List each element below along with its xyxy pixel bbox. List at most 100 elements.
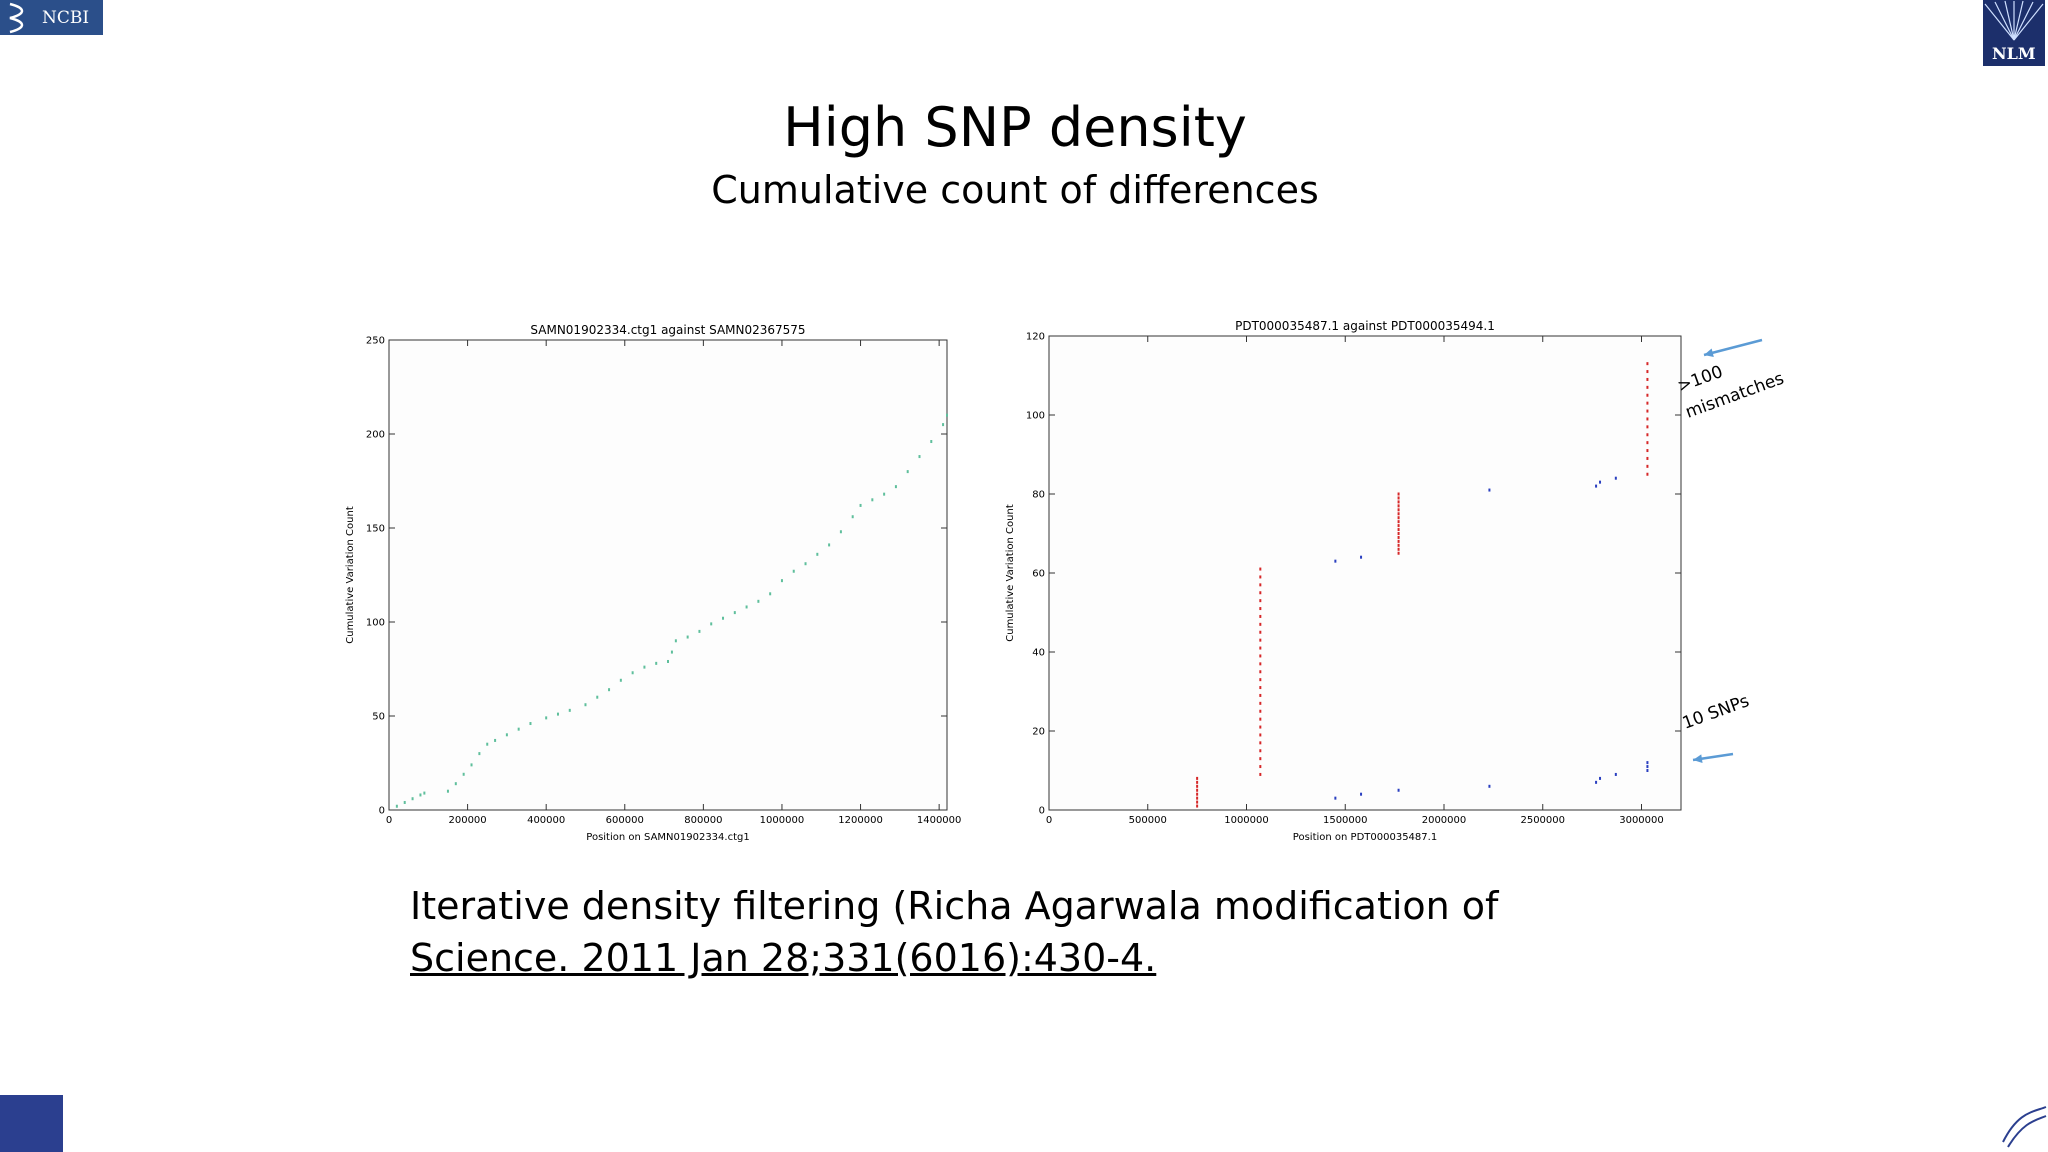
y-axis-label: Cumulative Variation Count <box>345 506 356 644</box>
point <box>1397 535 1400 539</box>
point <box>1646 417 1649 421</box>
point <box>1259 567 1262 571</box>
point <box>1397 496 1400 500</box>
point <box>1360 792 1363 796</box>
point <box>1259 701 1262 705</box>
point <box>1614 772 1617 776</box>
point <box>419 793 422 797</box>
point <box>1397 500 1400 504</box>
point <box>930 440 933 444</box>
point <box>486 742 489 746</box>
plot-frame <box>1048 335 1682 811</box>
point <box>1397 512 1400 516</box>
point <box>1397 492 1400 496</box>
point <box>1488 488 1491 492</box>
annotation: >100 <box>1675 362 1726 397</box>
point <box>568 708 571 712</box>
point <box>1397 551 1400 555</box>
point <box>1259 575 1262 579</box>
point <box>1259 772 1262 776</box>
x-tick-label: 3000000 <box>1619 815 1664 826</box>
point <box>1646 385 1649 389</box>
point <box>918 455 921 459</box>
point <box>1196 776 1199 780</box>
point <box>722 616 725 620</box>
arrow-shaft <box>1692 752 1734 762</box>
x-tick-label: 2500000 <box>1520 815 1565 826</box>
point <box>828 543 831 547</box>
x-tick-label: 500000 <box>1129 815 1167 826</box>
point <box>1397 547 1400 551</box>
point <box>710 622 713 626</box>
point <box>1488 784 1491 788</box>
x-tick-label: 1000000 <box>760 815 805 826</box>
point <box>1196 792 1199 796</box>
point <box>871 498 874 502</box>
point <box>1259 670 1262 674</box>
point <box>1259 630 1262 634</box>
point <box>631 671 634 675</box>
x-tick-label: 2000000 <box>1422 815 1467 826</box>
y-tick-label: 100 <box>1026 411 1045 422</box>
point <box>1397 543 1400 547</box>
point <box>1397 524 1400 528</box>
point <box>816 552 819 556</box>
annotation: 10 SNPs <box>1680 691 1752 734</box>
point <box>946 413 948 417</box>
x-tick-label: 1000000 <box>1224 815 1269 826</box>
plot-frame <box>388 339 948 811</box>
point <box>608 688 611 692</box>
x-tick-label: 1200000 <box>838 815 883 826</box>
chart-title: PDT000035487.1 against PDT000035494.1 <box>1235 319 1495 333</box>
nlm-logo-text: NLM <box>1992 44 2036 63</box>
y-tick-label: 100 <box>366 618 385 629</box>
point <box>1196 796 1199 800</box>
point <box>1259 638 1262 642</box>
point <box>1646 456 1649 460</box>
y-tick-label: 0 <box>379 806 385 817</box>
point <box>478 752 481 756</box>
point <box>1196 804 1199 808</box>
point <box>584 703 587 707</box>
nlm-rays <box>1984 0 2044 41</box>
point <box>733 611 736 615</box>
ncbi-logo-text: NCBI <box>42 8 90 28</box>
point <box>423 791 426 795</box>
point <box>1259 583 1262 587</box>
y-axis-label: Cumulative Variation Count <box>1005 504 1016 642</box>
point <box>1259 757 1262 761</box>
point <box>529 722 532 726</box>
point <box>596 695 599 699</box>
point <box>757 599 760 603</box>
x-tick-label: 0 <box>1046 815 1052 826</box>
point <box>1646 472 1649 476</box>
point <box>655 661 658 665</box>
x-tick-label: 1500000 <box>1323 815 1368 826</box>
point <box>1259 599 1262 603</box>
point <box>1397 520 1400 524</box>
point <box>1259 646 1262 650</box>
point <box>894 485 897 489</box>
point <box>1259 622 1262 626</box>
point <box>1360 555 1363 559</box>
y-tick-label: 200 <box>366 430 385 441</box>
x-tick-label: 400000 <box>527 815 565 826</box>
point <box>1646 765 1649 769</box>
x-tick-label: 1400000 <box>917 815 962 826</box>
point <box>1646 425 1649 429</box>
point <box>942 423 945 427</box>
y-tick-label: 250 <box>366 336 385 347</box>
point <box>1196 788 1199 792</box>
point <box>1646 393 1649 397</box>
citation-link[interactable]: Science. 2011 Jan 28;331(6016):430-4. <box>410 936 1157 980</box>
point <box>470 763 473 767</box>
slide-title: High SNP density <box>783 96 1247 159</box>
point <box>686 635 689 639</box>
point <box>446 789 449 793</box>
point <box>1259 678 1262 682</box>
point <box>462 772 465 776</box>
point <box>1259 686 1262 690</box>
point <box>1646 362 1649 366</box>
point <box>1397 532 1400 535</box>
point <box>1259 733 1262 737</box>
